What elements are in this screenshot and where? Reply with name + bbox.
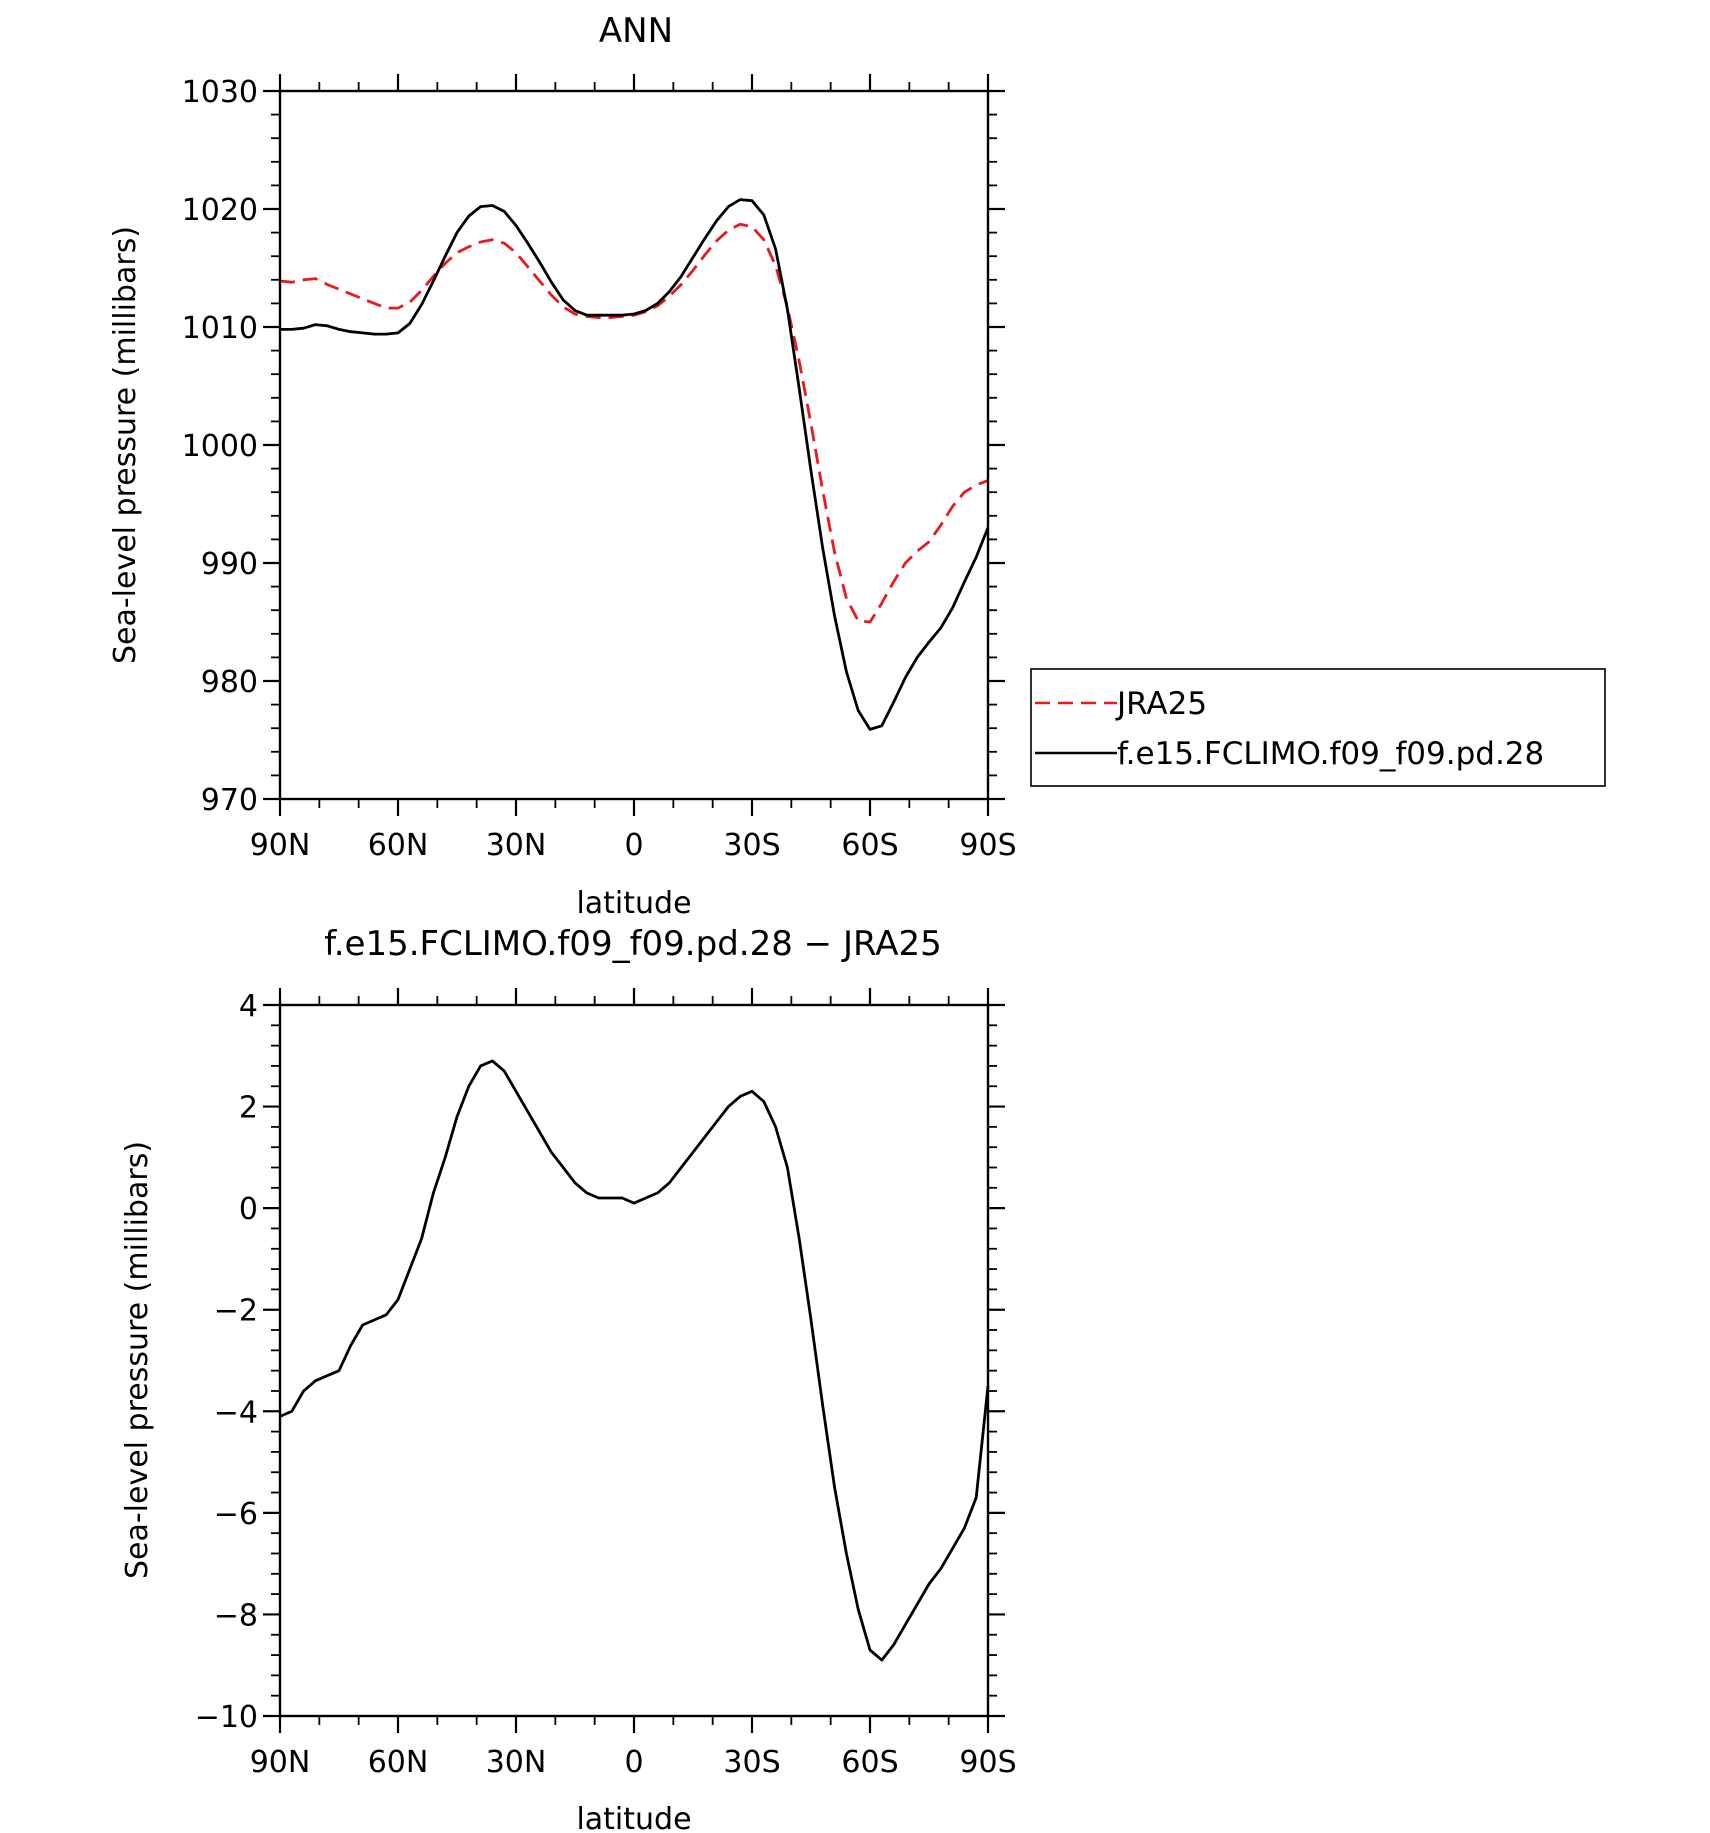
x-tick-label: 30S [723, 1745, 780, 1780]
y-tick-label: 1020 [182, 193, 258, 228]
x-tick-label: 0 [624, 1745, 643, 1780]
y-tick-label: −2 [214, 1294, 258, 1329]
series-layer [279, 198, 990, 731]
panel-title: ANN [599, 11, 673, 51]
plot-frame [278, 1003, 990, 1718]
legend-label-model: f.e15.FCLIMO.f09_f09.pd.28 [1117, 736, 1544, 772]
y-tick-label: −8 [214, 1598, 258, 1633]
difference-panel: f.e15.FCLIMO.f09_f09.pd.28 − JRA25 90N 60… [120, 924, 1017, 1833]
x-tick-label: 90N [250, 828, 311, 863]
y-tick-label: 970 [201, 783, 258, 818]
series-line-1 [280, 198, 990, 731]
y-tick-label: 0 [239, 1192, 258, 1227]
x-tick-label: 60S [841, 1745, 898, 1780]
y-tick-label: 990 [201, 547, 258, 582]
y-tick-label: 980 [201, 665, 258, 700]
legend-box [1030, 668, 1606, 787]
y-tick-label: −10 [195, 1700, 258, 1735]
y-tick-label: 1030 [182, 75, 258, 110]
y-tick-label: 4 [239, 989, 258, 1024]
legend: JRA25 f.e15.FCLIMO.f09_f09.pd.28 [1030, 668, 1606, 787]
y-axis-label: Sea-level pressure (millibars) [108, 226, 143, 664]
x-tick-label: 90S [959, 1745, 1016, 1780]
x-axis-label: latitude [576, 1802, 691, 1833]
x-tick-label: 60N [368, 828, 429, 863]
panel-title: f.e15.FCLIMO.f09_f09.pd.28 − JRA25 [324, 924, 942, 964]
x-tick-label: 30N [486, 828, 547, 863]
plot-frame [278, 89, 990, 801]
y-tick-label: −6 [214, 1497, 258, 1532]
x-tick-label: 30S [723, 828, 780, 863]
x-tick-label: 90N [250, 1745, 311, 1780]
series-line-0 [279, 1059, 990, 1662]
x-tick-label: 90S [959, 828, 1016, 863]
y-axis-label: Sea-level pressure (millibars) [120, 1141, 155, 1579]
y-tick-label: 1010 [182, 311, 258, 346]
x-tick-label: 0 [624, 828, 643, 863]
y-tick-label: −4 [214, 1395, 258, 1430]
y-tick-label: 1000 [182, 429, 258, 464]
x-tick-label: 30N [486, 1745, 547, 1780]
legend-label-jra25: JRA25 [1115, 686, 1207, 722]
series-layer [279, 1059, 990, 1662]
x-tick-label: 60S [841, 828, 898, 863]
tick-layer: 90N 60N 30N 0 30S 60S 90S 4 2 0 −2 −4 −6 −8 −10 [195, 988, 1017, 1780]
x-axis-label: latitude [576, 886, 691, 921]
x-tick-label: 60N [368, 1745, 429, 1780]
y-tick-label: 2 [239, 1091, 258, 1126]
tick-layer: 90N 60N 30N 0 30S 60S 90S 1030 1020 1010 1000 990 98… [182, 74, 1017, 863]
series-line-0 [279, 222, 989, 624]
sea-level-pressure-panel: ANN 90N 60N 30N 0 30S 60S 90S10301020101010009… [108, 11, 1606, 921]
